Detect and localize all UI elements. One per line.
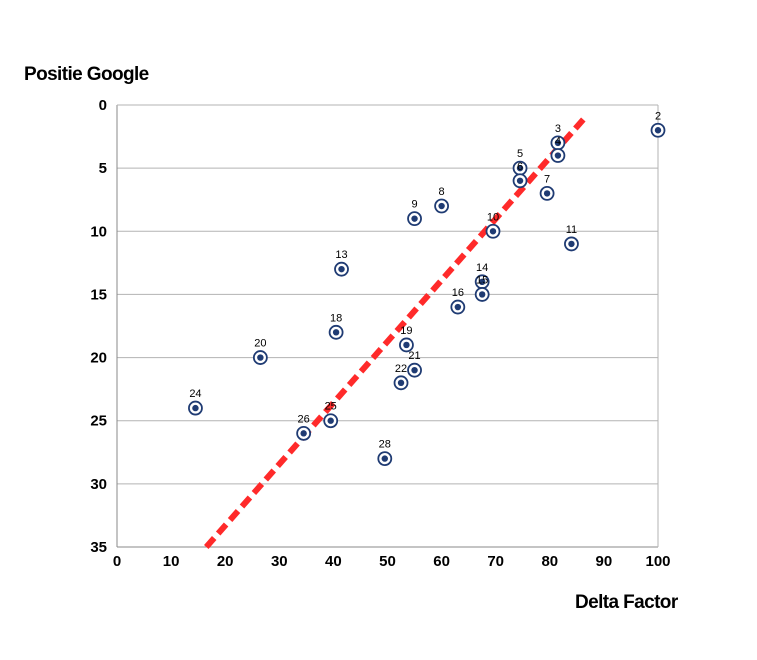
point-label: 18 bbox=[330, 312, 342, 324]
data-point: 25 bbox=[323, 401, 339, 429]
point-label: 19 bbox=[400, 325, 412, 337]
point-label: 4 bbox=[555, 136, 561, 148]
grid-lines bbox=[117, 167, 658, 485]
point-label: 13 bbox=[335, 249, 347, 261]
point-dot bbox=[411, 367, 418, 374]
data-point: 5 bbox=[512, 148, 528, 176]
point-dot bbox=[332, 329, 340, 336]
y-tick-label: 30 bbox=[90, 476, 107, 493]
point-dot bbox=[568, 240, 575, 248]
point-label: 6 bbox=[517, 161, 523, 173]
y-axis-label: Positie Google bbox=[24, 64, 149, 85]
data-point: 6 bbox=[512, 161, 528, 189]
x-tick-label: 80 bbox=[541, 553, 558, 570]
data-point: 15 bbox=[474, 274, 490, 302]
point-dot bbox=[438, 202, 445, 210]
point-dot bbox=[381, 455, 388, 462]
point-label: 2 bbox=[655, 110, 661, 122]
point-dot bbox=[543, 190, 551, 197]
data-point: 19 bbox=[399, 325, 414, 353]
point-dot bbox=[300, 430, 307, 437]
point-dot bbox=[327, 417, 334, 424]
point-label: 22 bbox=[395, 363, 407, 375]
data-point: 22 bbox=[393, 363, 409, 391]
y-tick-label: 25 bbox=[90, 413, 107, 430]
x-tick-label: 70 bbox=[487, 553, 504, 570]
data-point: 7 bbox=[539, 173, 555, 201]
data-point: 2 bbox=[650, 110, 666, 138]
trendline-path bbox=[204, 115, 588, 549]
point-label: 28 bbox=[379, 439, 391, 451]
y-tick-labels: 0 5 10 15 20 25 30 35 bbox=[90, 97, 107, 556]
data-point: 3 bbox=[550, 123, 566, 151]
data-point: 26 bbox=[296, 413, 312, 441]
point-label: 5 bbox=[517, 148, 523, 160]
x-tick-label: 20 bbox=[217, 553, 234, 570]
x-tick-label: 100 bbox=[645, 553, 670, 570]
data-point: 8 bbox=[434, 186, 450, 214]
point-label: 8 bbox=[439, 186, 445, 198]
data-point: 9 bbox=[407, 199, 422, 227]
point-dot bbox=[478, 291, 486, 298]
data-point: 13 bbox=[334, 249, 349, 277]
data-point: 10 bbox=[485, 211, 501, 239]
point-dot bbox=[516, 177, 524, 184]
y-tick-label: 20 bbox=[90, 350, 107, 367]
x-tick-label: 50 bbox=[379, 553, 396, 570]
y-tick-label: 0 bbox=[99, 97, 107, 114]
point-dot bbox=[411, 215, 418, 222]
point-dot bbox=[654, 127, 662, 134]
x-tick-labels: 0 10 20 30 40 50 60 70 80 90 100 bbox=[113, 553, 671, 570]
data-point: 11 bbox=[564, 224, 579, 252]
y-tick-label: 35 bbox=[90, 539, 107, 556]
point-dot bbox=[554, 152, 562, 159]
x-tick-label: 40 bbox=[325, 553, 342, 570]
point-label: 3 bbox=[555, 123, 561, 135]
point-label: 26 bbox=[298, 413, 310, 425]
point-dot bbox=[338, 265, 345, 273]
x-tick-label: 90 bbox=[596, 553, 613, 570]
point-dot bbox=[257, 354, 264, 361]
axes bbox=[116, 104, 659, 548]
point-label: 14 bbox=[476, 262, 488, 274]
y-tick-label: 15 bbox=[90, 286, 107, 303]
x-tick-label: 10 bbox=[163, 553, 180, 570]
data-point: 18 bbox=[328, 312, 344, 340]
data-point: 20 bbox=[252, 338, 268, 365]
x-tick-label: 30 bbox=[271, 553, 288, 570]
x-axis-label: Delta Factor bbox=[575, 592, 678, 613]
trendline bbox=[204, 115, 588, 549]
point-label: 25 bbox=[325, 401, 337, 413]
point-dot bbox=[478, 278, 486, 285]
point-label: 16 bbox=[452, 287, 464, 299]
data-point: 24 bbox=[188, 388, 203, 416]
data-point: 4 bbox=[550, 136, 566, 163]
point-label: 24 bbox=[189, 388, 201, 400]
point-label: 10 bbox=[487, 211, 499, 223]
point-dot bbox=[489, 228, 497, 235]
point-label: 11 bbox=[566, 224, 577, 236]
y-tick-label: 10 bbox=[90, 223, 107, 240]
data-point: 16 bbox=[450, 287, 466, 315]
x-tick-label: 60 bbox=[433, 553, 450, 570]
point-dot bbox=[554, 139, 562, 147]
x-tick-label: 0 bbox=[113, 553, 121, 570]
point-dot bbox=[516, 164, 524, 172]
point-label: 7 bbox=[544, 173, 550, 185]
data-point: 28 bbox=[377, 439, 393, 467]
data-point: 21 bbox=[407, 350, 422, 378]
point-label: 20 bbox=[254, 338, 266, 350]
point-dot bbox=[454, 303, 462, 311]
point-dot bbox=[403, 341, 410, 349]
y-tick-label: 5 bbox=[99, 160, 107, 177]
point-label: 21 bbox=[408, 350, 420, 362]
point-dot bbox=[397, 379, 405, 387]
point-label: 15 bbox=[476, 274, 488, 286]
point-label: 9 bbox=[411, 199, 417, 211]
point-dot bbox=[192, 404, 199, 412]
